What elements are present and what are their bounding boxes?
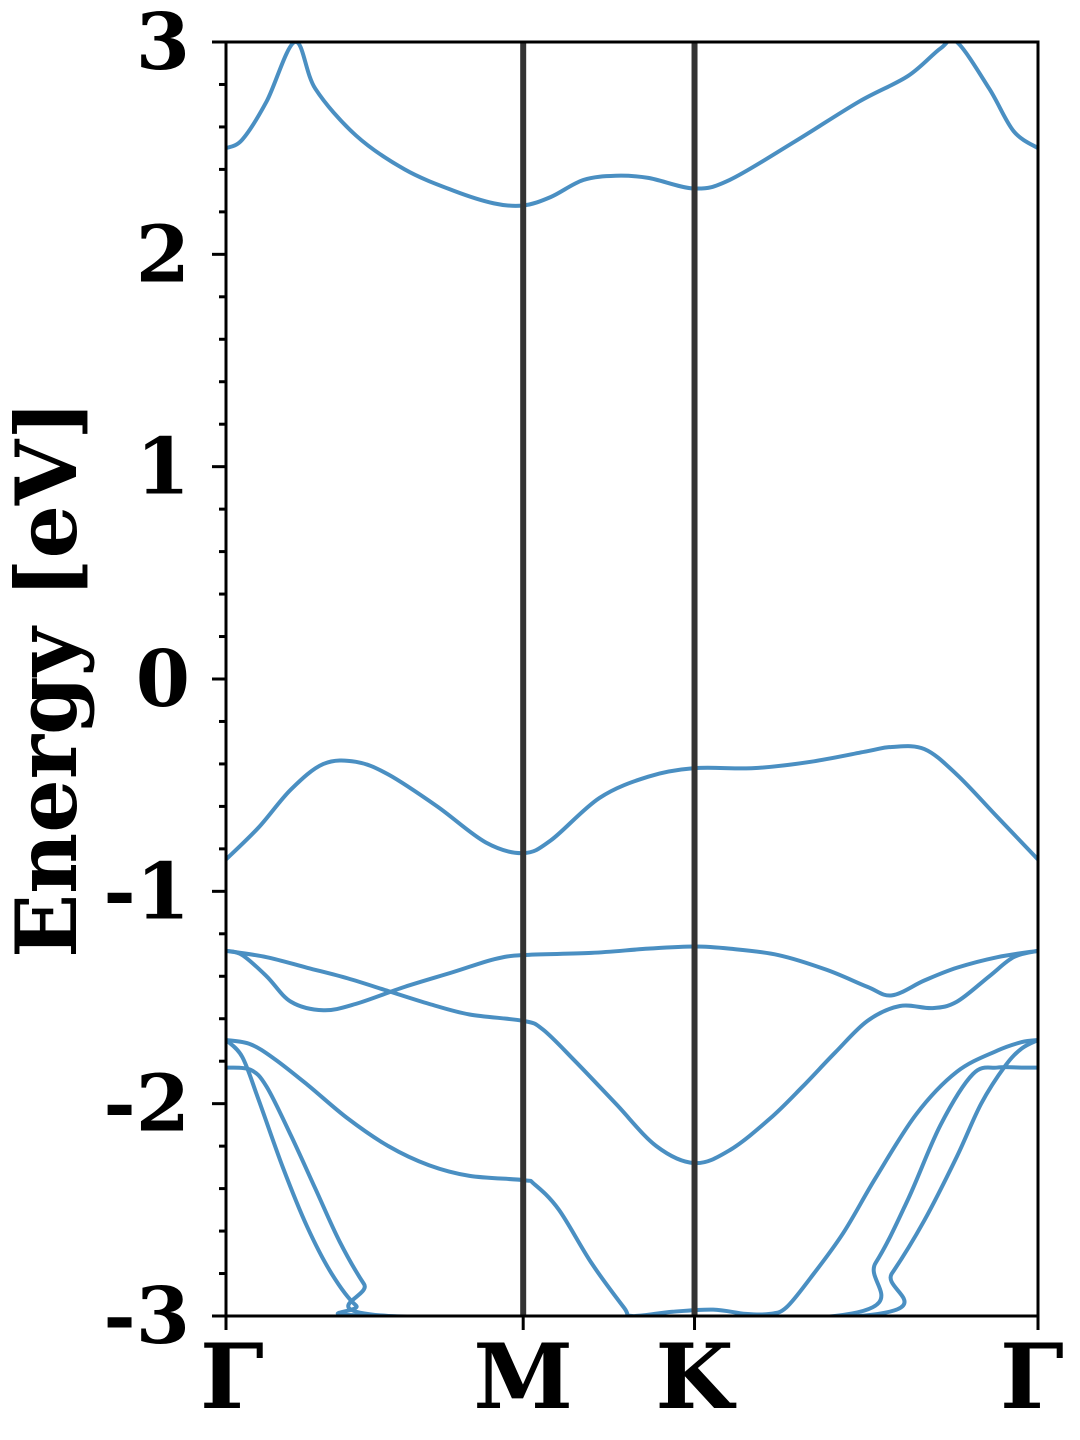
y-tick-labels: 3 2 1 0 -1 -2 -3 [103,0,190,1362]
band-line-3 [226,944,1038,1013]
x-tick-label: Γ [1000,1324,1064,1430]
y-tick-label: -3 [103,1271,190,1362]
band-line-7 [226,1037,1038,1316]
band-lines [226,42,1038,1316]
band-line-1 [226,42,1038,208]
band-line-6 [226,1065,1038,1316]
y-tick-label: 3 [136,0,190,88]
axis-ticks [212,40,1040,1330]
x-tick-label: Γ [200,1324,264,1430]
y-tick-label: 2 [136,209,190,300]
band-line-2 [226,744,1038,862]
y-tick-label: -1 [103,846,190,937]
band-line-4 [226,948,1038,1166]
plot-frame [224,40,1040,1318]
x-tick-label: M [473,1324,573,1430]
y-tick-label: 0 [136,634,190,725]
y-tick-label: -2 [103,1059,190,1150]
y-axis-label: Energy [eV] [0,400,96,958]
x-tick-label: K [655,1324,736,1430]
y-tick-label: 1 [136,422,190,513]
band-line-5 [226,1037,1038,1316]
high-symmetry-dividers [520,42,698,1316]
